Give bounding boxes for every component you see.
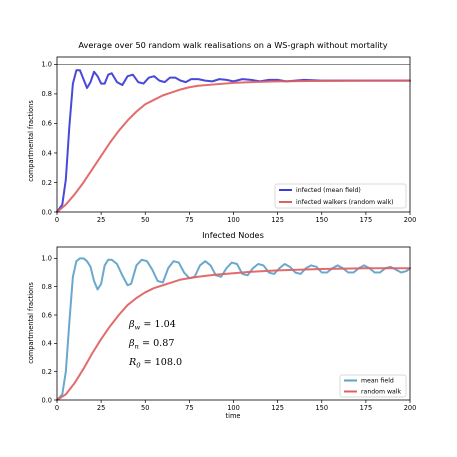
bottom-chart-y-tick-label: 1.0 bbox=[42, 255, 53, 263]
top-chart-marks bbox=[56, 63, 411, 213]
bottom-chart-ticks: 0 25 50 75 100 125 150 175 200 0.0 0.2 0.4 0.6 0.8 1.0 bbox=[42, 255, 417, 412]
top-chart-y-tick-label: 0.2 bbox=[42, 179, 53, 187]
bottom-chart-x-tick-label: 0 bbox=[55, 404, 59, 412]
bottom-chart-x-tick-label: 200 bbox=[404, 404, 417, 412]
top-chart-series-line-1 bbox=[56, 79, 411, 213]
top-chart-y-tick-label: 1.0 bbox=[42, 61, 53, 69]
bottom-chart-y-tick-label: 0.8 bbox=[42, 283, 53, 291]
bottom-chart-series-line-1 bbox=[56, 267, 411, 401]
bottom-chart-y-tick-label: 0.2 bbox=[42, 368, 53, 376]
top-chart-y-tick-label: 0.8 bbox=[42, 90, 53, 98]
top-chart-y-tick-label: 0.0 bbox=[42, 208, 53, 216]
top-chart-x-tick-label: 25 bbox=[97, 216, 105, 224]
top-chart-x-tick-label: 0 bbox=[55, 216, 59, 224]
bottom-chart-legend-label-0: mean field bbox=[361, 378, 394, 385]
top-chart-legend-label-0: infected (mean field) bbox=[296, 187, 361, 194]
top-chart-ticks: 0 25 50 75 100 125 150 175 200 0.0 0.2 0.4 0.6 0.8 1.0 bbox=[42, 61, 417, 224]
bottom-chart: Infected Nodes compartmental fractions t… bbox=[27, 230, 416, 420]
top-chart-x-tick-label: 50 bbox=[141, 216, 149, 224]
top-chart-y-tick-label: 0.6 bbox=[42, 120, 53, 128]
bottom-chart-series-line-0 bbox=[56, 257, 411, 401]
bottom-chart-title: Infected Nodes bbox=[202, 230, 264, 240]
bottom-chart-x-tick-label: 125 bbox=[271, 404, 284, 412]
bottom-chart-y-tick-label: 0.4 bbox=[42, 340, 53, 348]
top-chart-y-tick-label: 0.4 bbox=[42, 149, 53, 157]
bottom-chart-legend: mean field random walk bbox=[339, 374, 407, 398]
top-chart-x-tick-label: 150 bbox=[315, 216, 328, 224]
top-chart-title: Average over 50 random walk realisations… bbox=[78, 40, 387, 50]
top-chart-x-tick-label: 100 bbox=[227, 216, 240, 224]
top-chart-x-tick-label: 175 bbox=[360, 216, 373, 224]
bottom-chart-y-tick-label: 0.0 bbox=[42, 396, 53, 404]
bottom-chart-ylabel: compartmental fractions bbox=[27, 282, 35, 364]
bottom-chart-x-tick-label: 100 bbox=[227, 404, 240, 412]
top-chart-ylabel: compartmental fractions bbox=[27, 100, 35, 182]
bottom-chart-frame bbox=[56, 246, 411, 401]
bottom-chart-x-tick-label: 75 bbox=[185, 404, 193, 412]
bottom-chart-y-tick-label: 0.6 bbox=[42, 311, 53, 319]
top-chart-legend-box bbox=[274, 183, 407, 209]
bottom-chart-x-tick-label: 50 bbox=[141, 404, 149, 412]
bottom-chart-annotation-2: R0 = 108.0 bbox=[128, 357, 182, 370]
top-chart-frame bbox=[56, 56, 411, 213]
bottom-chart-annotation-1: βn = 0.87 bbox=[128, 338, 174, 351]
top-chart-x-tick-label: 125 bbox=[271, 216, 284, 224]
top-chart-legend: infected (mean field) infected walkers (r… bbox=[274, 183, 407, 209]
bottom-chart-legend-label-1: random walk bbox=[361, 389, 402, 396]
top-chart-legend-label-1: infected walkers (random walk) bbox=[296, 199, 394, 206]
bottom-chart-xlabel: time bbox=[226, 412, 241, 420]
bottom-chart-x-tick-label: 25 bbox=[97, 404, 105, 412]
top-chart: Average over 50 random walk realisations… bbox=[27, 40, 416, 224]
top-chart-x-tick-label: 75 bbox=[185, 216, 193, 224]
bottom-chart-annotations: βw = 1.04 βn = 0.87 R0 = 108.0 bbox=[128, 319, 182, 370]
bottom-chart-x-tick-label: 175 bbox=[360, 404, 373, 412]
bottom-chart-annotation-0: βw = 1.04 bbox=[128, 319, 176, 332]
bottom-chart-marks bbox=[56, 257, 411, 401]
top-chart-x-tick-label: 200 bbox=[404, 216, 417, 224]
bottom-chart-x-tick-label: 150 bbox=[315, 404, 328, 412]
top-chart-series-line-0 bbox=[56, 69, 411, 213]
